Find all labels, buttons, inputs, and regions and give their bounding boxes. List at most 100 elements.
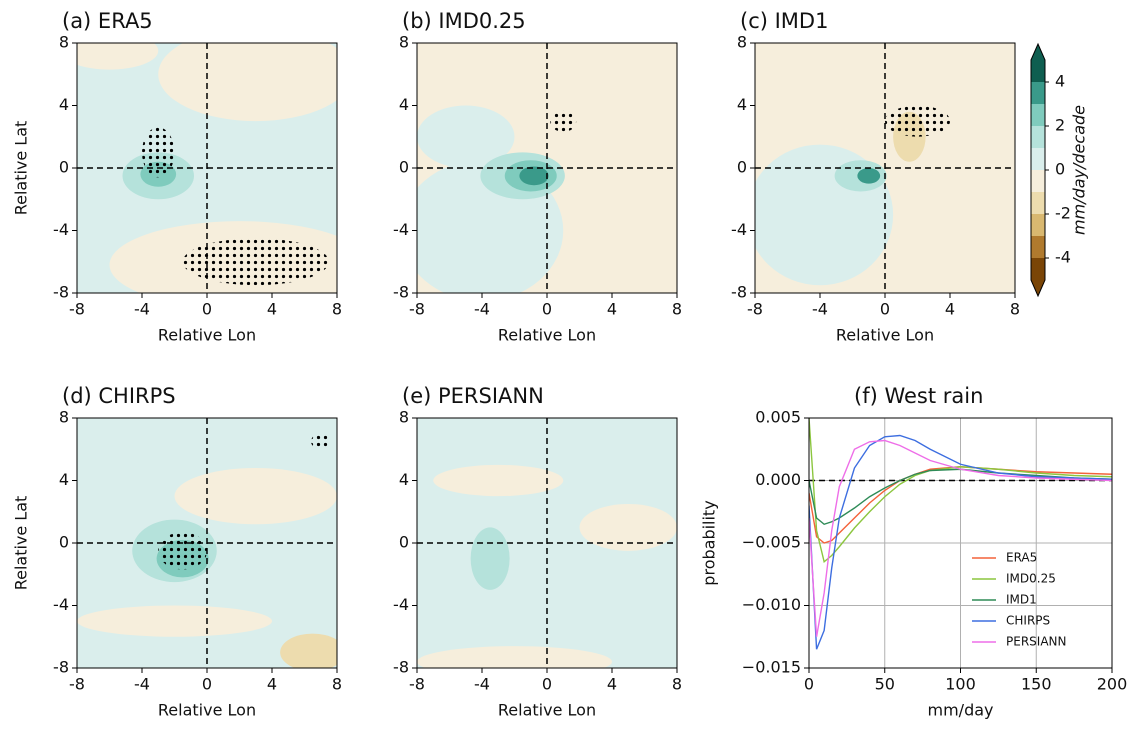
plot-area <box>809 418 1112 668</box>
x-tick-label: 8 <box>332 675 342 694</box>
panel-title: (f) West rain <box>854 384 983 408</box>
y-tick-label: -8 <box>393 283 409 302</box>
x-tick-label: -4 <box>134 300 150 319</box>
x-tick-label: -8 <box>409 675 425 694</box>
y-tick-label: −0.005 <box>742 533 801 552</box>
y-tick-label: 4 <box>737 95 747 114</box>
y-tick-label: 4 <box>59 95 69 114</box>
colorbar-tick-label: 4 <box>1055 72 1065 91</box>
x-tick-label: 4 <box>945 300 955 319</box>
plot-area <box>77 43 337 293</box>
x-axis-label: Relative Lon <box>836 326 934 345</box>
y-tick-label: −0.015 <box>742 658 801 677</box>
contour-region <box>174 468 337 525</box>
y-tick-label: 0 <box>59 533 69 552</box>
colorbar-band <box>1031 192 1045 214</box>
x-tick-label: 0 <box>880 300 890 319</box>
colorbar-extend <box>1031 280 1045 296</box>
significance-stipple <box>182 238 329 286</box>
colorbar-label: mm/day/decade <box>1070 105 1089 235</box>
panel-title: (e) PERSIANN <box>402 384 544 408</box>
x-tick-label: 0 <box>202 675 212 694</box>
y-tick-label: 4 <box>59 470 69 489</box>
y-tick-label: -8 <box>53 658 69 677</box>
x-tick-label: 0 <box>542 300 552 319</box>
x-axis-label: Relative Lon <box>498 326 596 345</box>
contour-region <box>857 168 881 184</box>
plot-area <box>417 43 677 293</box>
x-tick-label: -8 <box>69 675 85 694</box>
y-tick-label: -8 <box>53 283 69 302</box>
y-axis-label: probability <box>700 500 719 585</box>
panel-title: (a) ERA5 <box>62 9 153 33</box>
x-tick-label: -8 <box>747 300 763 319</box>
significance-stipple <box>142 127 175 178</box>
legend-label: CHIRPS <box>1006 614 1050 628</box>
y-tick-label: -4 <box>731 220 747 239</box>
x-tick-label: 8 <box>672 300 682 319</box>
x-tick-label: 0 <box>202 300 212 319</box>
y-tick-label: -8 <box>393 658 409 677</box>
contour-region <box>280 633 337 668</box>
y-tick-label: 0 <box>59 158 69 177</box>
y-tick-label: 0.005 <box>755 408 801 427</box>
x-axis-label: Relative Lon <box>158 701 256 720</box>
contour-region <box>470 527 510 590</box>
contour-region <box>417 105 515 168</box>
y-axis-label: Relative Lat <box>12 121 31 216</box>
panel-title: (d) CHIRPS <box>62 384 176 408</box>
x-tick-label: 200 <box>1097 675 1128 694</box>
x-tick-label: 4 <box>607 675 617 694</box>
x-tick-label: -4 <box>474 675 490 694</box>
x-tick-label: 4 <box>607 300 617 319</box>
x-axis-label: Relative Lon <box>158 326 256 345</box>
y-tick-label: −0.010 <box>742 595 801 614</box>
x-tick-label: 4 <box>267 300 277 319</box>
colorbar-band <box>1031 236 1045 258</box>
significance-stipple <box>550 110 577 133</box>
significance-stipple <box>158 532 207 570</box>
colorbar-frame <box>1030 42 1046 298</box>
colorbar-band <box>1031 258 1045 280</box>
colorbar-tick-label: -4 <box>1055 248 1071 267</box>
y-tick-label: 8 <box>399 33 409 52</box>
colorbar-band <box>1031 148 1045 170</box>
x-tick-label: 150 <box>1021 675 1052 694</box>
y-tick-label: 8 <box>399 408 409 427</box>
colorbar-tick-label: 2 <box>1055 116 1065 135</box>
x-tick-label: 0 <box>804 675 814 694</box>
x-tick-label: 50 <box>875 675 895 694</box>
y-tick-label: 4 <box>399 95 409 114</box>
x-tick-label: 8 <box>332 300 342 319</box>
x-tick-label: 8 <box>1010 300 1020 319</box>
y-tick-label: 8 <box>59 408 69 427</box>
plot-area <box>417 418 677 668</box>
panel-title: (c) IMD1 <box>740 9 828 33</box>
y-tick-label: 0.000 <box>755 470 801 489</box>
contour-region <box>77 605 272 637</box>
colorbar-band <box>1031 126 1045 148</box>
contour-region <box>433 464 564 497</box>
legend-label: ERA5 <box>1006 551 1037 565</box>
y-tick-label: 8 <box>737 33 747 52</box>
colorbar-extend <box>1031 44 1045 60</box>
legend-label: PERSIANN <box>1006 635 1066 649</box>
colorbar-band <box>1031 82 1045 104</box>
significance-stipple <box>311 433 331 450</box>
contour-region <box>158 43 337 122</box>
x-tick-label: -8 <box>409 300 425 319</box>
x-tick-label: -4 <box>474 300 490 319</box>
significance-stipple <box>885 105 950 137</box>
plot-area <box>755 43 1015 293</box>
y-tick-label: -4 <box>53 595 69 614</box>
panel-title: (b) IMD0.25 <box>402 9 526 33</box>
y-tick-label: 0 <box>399 158 409 177</box>
contour-region <box>77 43 159 70</box>
y-tick-label: -4 <box>393 220 409 239</box>
series-line <box>809 434 1112 650</box>
contour-region <box>519 166 549 186</box>
y-tick-label: 8 <box>59 33 69 52</box>
y-tick-label: 0 <box>399 533 409 552</box>
colorbar-tick-label: -2 <box>1055 204 1071 223</box>
